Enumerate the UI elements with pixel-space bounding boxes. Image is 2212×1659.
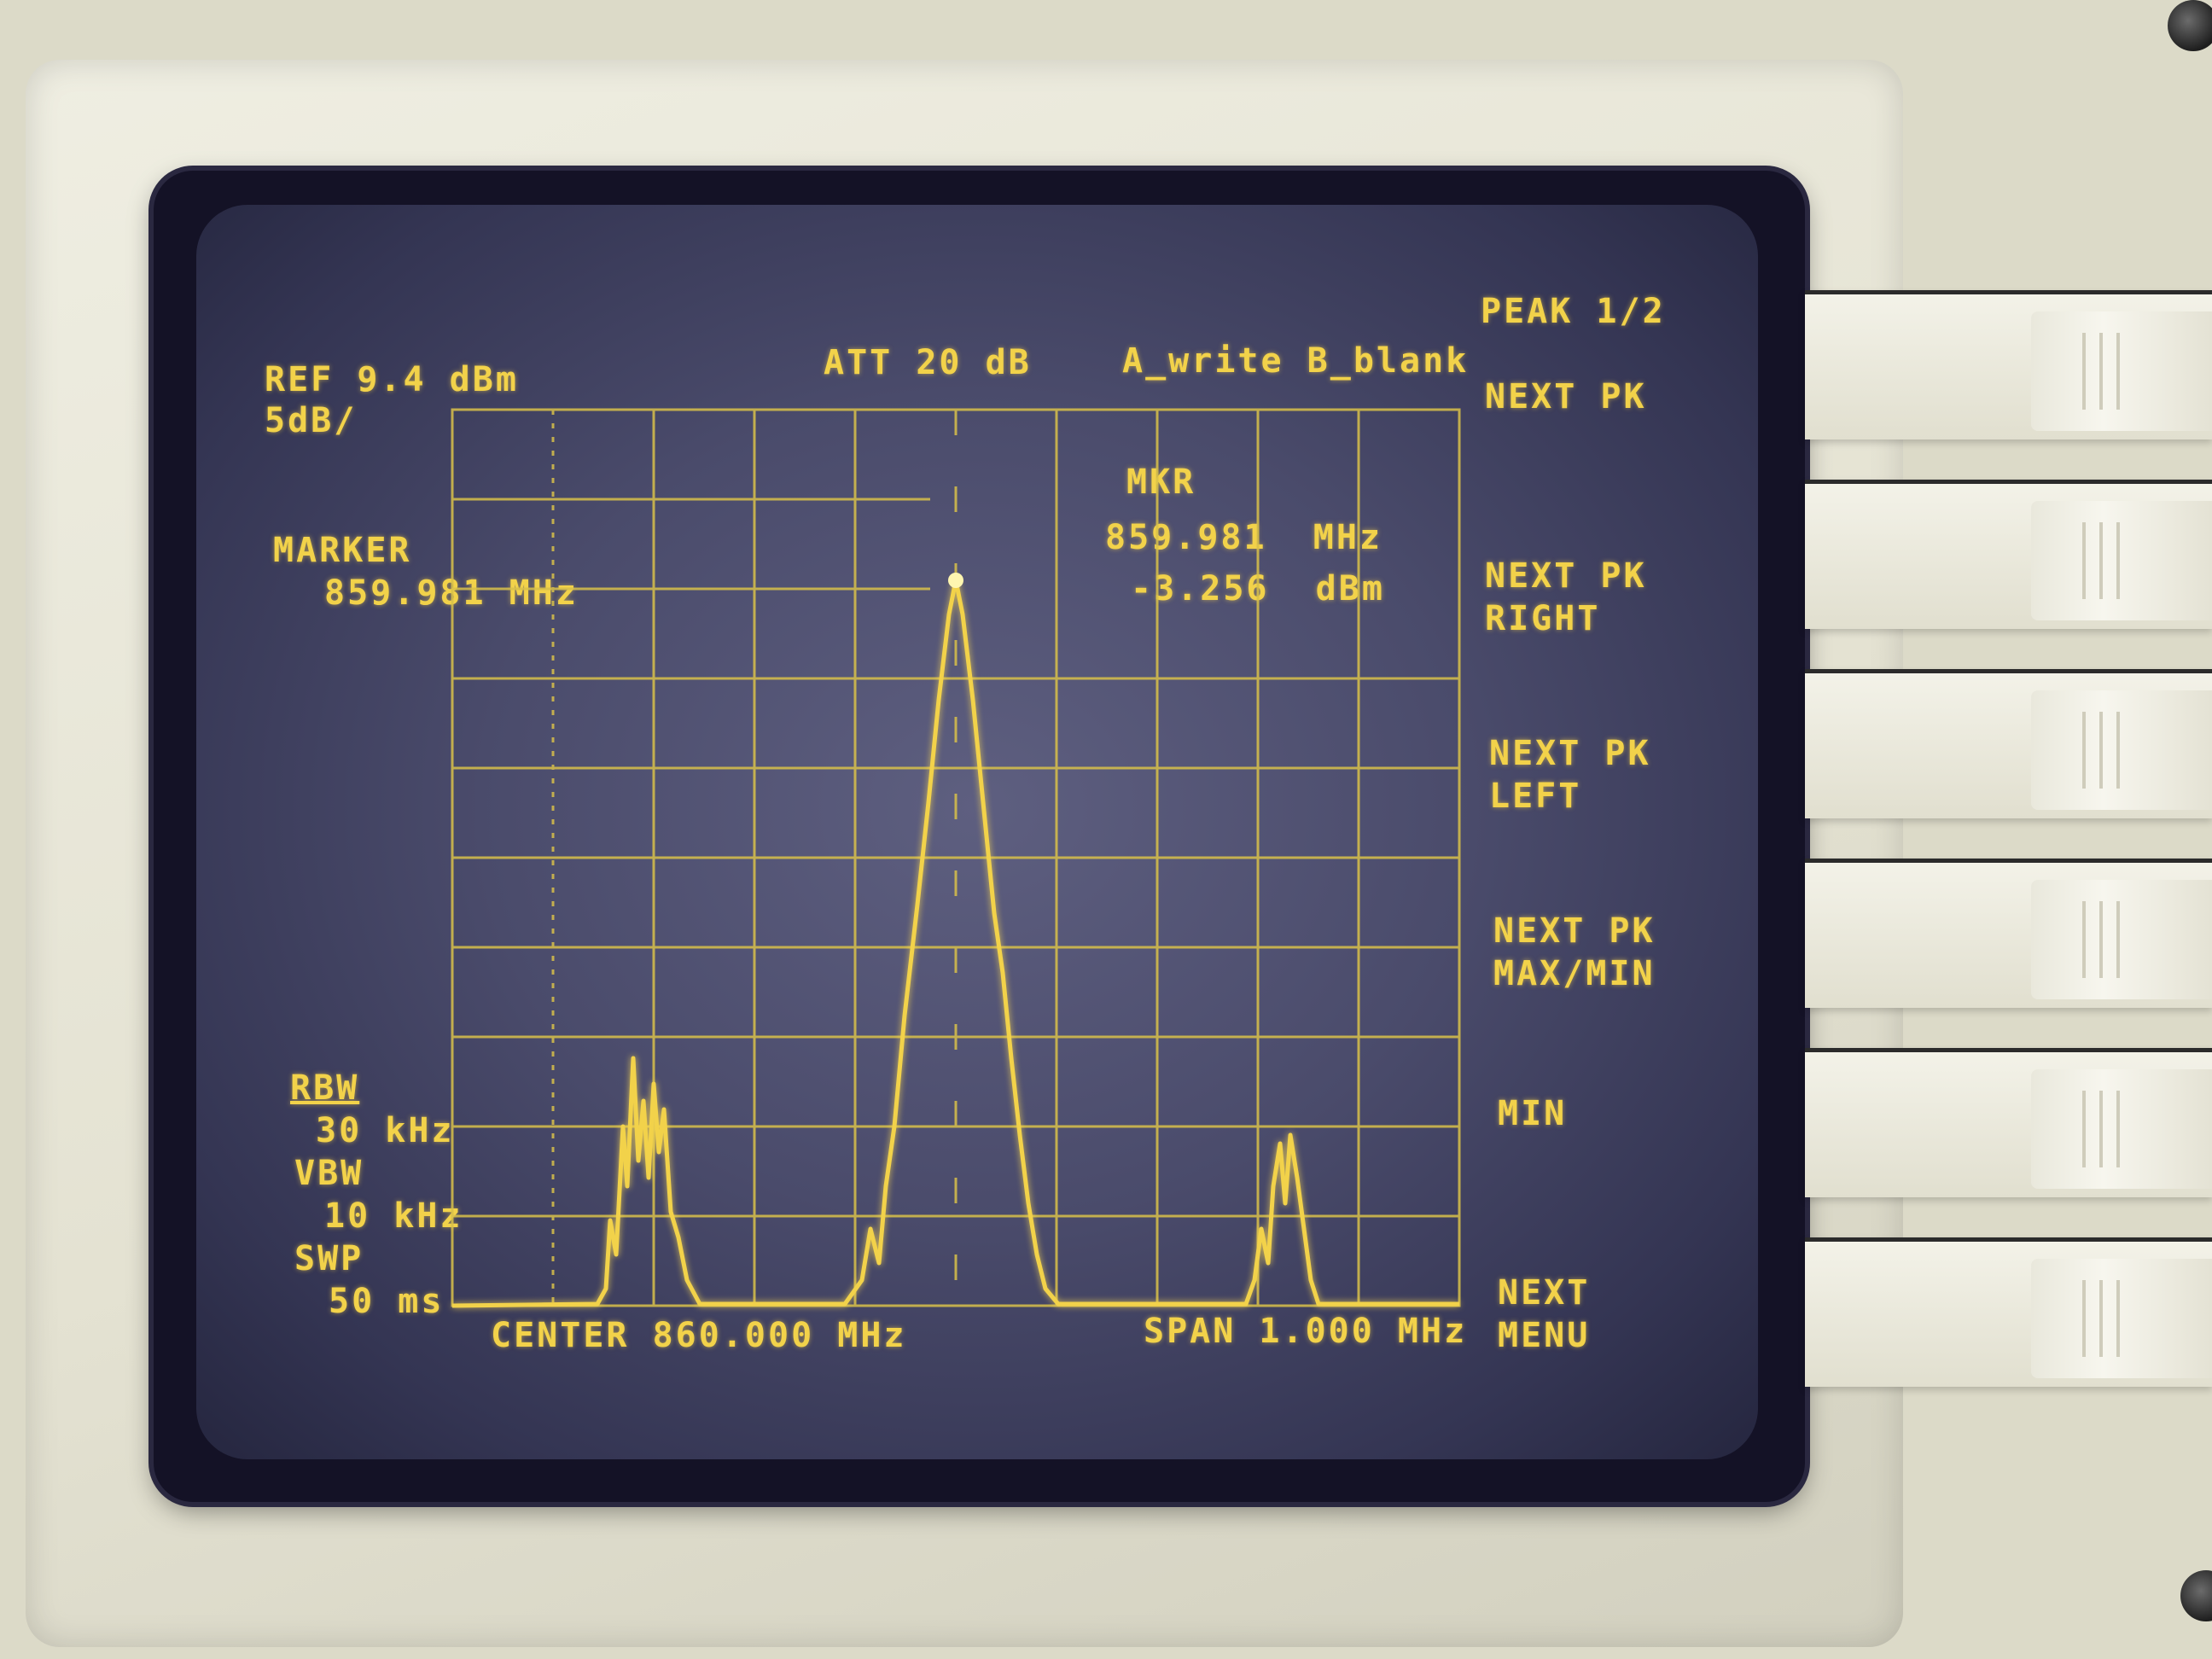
softkey-next-pk-left[interactable] <box>1805 669 2212 818</box>
mkr-frequency: 859.981 MHz <box>1105 518 1382 557</box>
swp-value: 50 ms <box>329 1282 445 1321</box>
spectrum-trace <box>451 578 1459 1308</box>
screw-icon <box>2168 0 2212 51</box>
marker-frequency: 859.981 MHz <box>324 573 579 613</box>
vbw-label: VBW <box>294 1154 364 1193</box>
ref-level-label: REF 9.4 dBm <box>265 360 519 399</box>
marker-dot <box>948 573 963 588</box>
mkr-level: -3.256 dBm <box>1131 569 1385 608</box>
softkey-next-pk[interactable] <box>1805 290 2212 439</box>
attenuation-label: ATT 20 dB <box>824 343 1032 382</box>
mkr-title: MKR <box>1126 463 1196 502</box>
softkey-label-2: NEXT PK <box>1485 556 1647 596</box>
softkey-label-6: NEXT <box>1498 1273 1591 1313</box>
softkey-label-6b: MENU <box>1498 1316 1591 1355</box>
softkey-label-3b: LEFT <box>1489 777 1582 816</box>
center-frequency: CENTER 860.000 MHz <box>491 1316 907 1355</box>
softkey-label-4: NEXT PK <box>1493 911 1656 951</box>
spectrum-display <box>451 408 1461 1308</box>
menu-title: PEAK 1/2 <box>1481 292 1666 331</box>
rbw-value: 30 kHz <box>316 1111 455 1150</box>
softkey-label-4b: MAX/MIN <box>1493 954 1656 993</box>
graticule <box>451 408 1461 1307</box>
softkey-next-pk-max-min[interactable] <box>1805 859 2212 1008</box>
rbw-label: RBW <box>290 1068 360 1108</box>
softkey-next-pk-right[interactable] <box>1805 480 2212 629</box>
softkey-next-menu[interactable] <box>1805 1237 2212 1387</box>
scale-label: 5dB/ <box>265 401 358 440</box>
trace-mode-label: A_write B_blank <box>1122 341 1470 381</box>
span-label: SPAN 1.000 MHz <box>1144 1312 1468 1351</box>
softkey-label-5: MIN <box>1498 1094 1568 1133</box>
analyzer-screen: REF 9.4 dBm 5dB/ ATT 20 dB A_write B_bla… <box>196 205 1758 1459</box>
screw-icon <box>2180 1570 2212 1621</box>
softkey-min[interactable] <box>1805 1048 2212 1197</box>
softkey-column <box>1805 290 2212 1459</box>
softkey-label-3: NEXT PK <box>1489 734 1651 773</box>
softkey-label-1: NEXT PK <box>1485 377 1647 416</box>
marker-title: MARKER <box>273 531 412 570</box>
softkey-label-2b: RIGHT <box>1485 599 1601 638</box>
swp-label: SWP <box>294 1239 364 1278</box>
vbw-value: 10 kHz <box>324 1196 463 1236</box>
